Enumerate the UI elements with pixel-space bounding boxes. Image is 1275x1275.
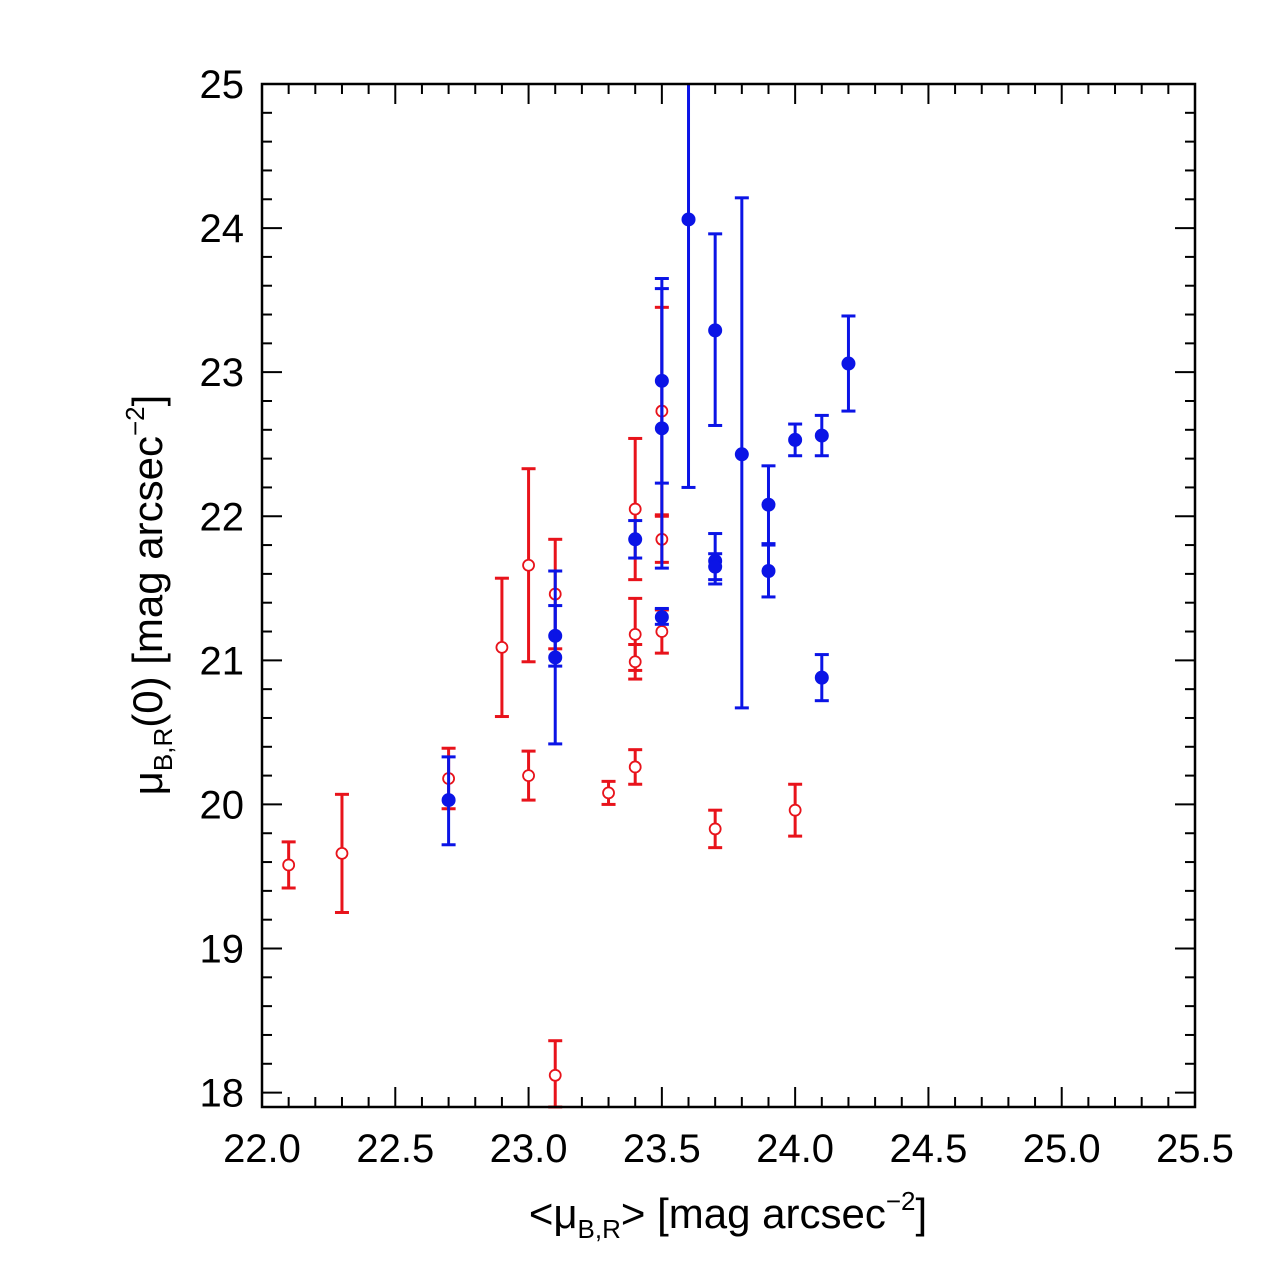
x-axis-label-superscript: −2 bbox=[886, 1186, 916, 1216]
x-tick-label: 23.0 bbox=[490, 1127, 568, 1171]
data-point bbox=[761, 497, 776, 512]
data-point bbox=[708, 822, 722, 836]
data-point bbox=[734, 447, 749, 462]
y-axis-label-mid: (0) [mag arcsec bbox=[124, 436, 171, 728]
y-axis-label-superscript: −2 bbox=[120, 406, 150, 436]
y-tick-label: 24 bbox=[200, 207, 245, 251]
x-axis-label: <μB,R> [mag arcsec−2] bbox=[529, 1186, 927, 1244]
data-point bbox=[708, 559, 723, 574]
x-axis-label-mid: > [mag arcsec bbox=[621, 1190, 886, 1237]
y-tick-label: 18 bbox=[200, 1072, 245, 1116]
data-point bbox=[654, 421, 669, 436]
x-tick-label: 25.0 bbox=[1023, 1127, 1101, 1171]
data-point bbox=[628, 760, 642, 774]
y-tick-label: 20 bbox=[200, 783, 245, 827]
tick-labels: 22.0 22.5 23.0 23.5 24.0 24.5 25.0 25.5 18 19 20 21… bbox=[200, 63, 1234, 1171]
x-axis-label-prefix: <μ bbox=[529, 1190, 578, 1237]
data-point bbox=[628, 532, 643, 547]
data-point bbox=[628, 655, 642, 669]
data-point bbox=[441, 793, 456, 808]
data-point bbox=[654, 610, 669, 625]
data-point bbox=[788, 432, 803, 447]
y-axis-label-suffix: ] bbox=[124, 395, 171, 407]
x-axis-label-suffix: ] bbox=[916, 1190, 928, 1237]
x-tick-label: 24.0 bbox=[756, 1127, 834, 1171]
data-point bbox=[814, 428, 829, 443]
y-tick-label: 23 bbox=[200, 351, 245, 395]
x-tick-label: 22.0 bbox=[223, 1127, 301, 1171]
x-tick-label: 25.5 bbox=[1156, 1127, 1234, 1171]
y-tick-label: 22 bbox=[200, 495, 245, 539]
plot-frame bbox=[260, 82, 1197, 1109]
x-tick-label: 24.5 bbox=[889, 1127, 967, 1171]
data-point bbox=[282, 858, 296, 872]
y-tick-label: 21 bbox=[200, 639, 245, 683]
data-point bbox=[548, 1068, 562, 1082]
data-point bbox=[495, 640, 509, 654]
y-axis-label-subscript: B,R bbox=[148, 728, 178, 771]
series-1 bbox=[441, 84, 856, 847]
data-points bbox=[281, 84, 856, 1109]
data-point bbox=[522, 558, 535, 572]
data-point bbox=[335, 847, 349, 860]
data-point bbox=[548, 650, 563, 665]
y-tick-label: 19 bbox=[200, 928, 245, 972]
data-point bbox=[788, 803, 802, 817]
x-axis-label-subscript: B,R bbox=[578, 1214, 621, 1244]
data-point bbox=[681, 212, 696, 227]
x-tick-label: 22.5 bbox=[356, 1127, 434, 1171]
data-point bbox=[655, 625, 669, 638]
y-axis-label: μB,R(0) [mag arcsec−2] bbox=[120, 395, 178, 796]
data-point bbox=[761, 564, 776, 579]
data-point bbox=[841, 356, 856, 371]
data-point bbox=[814, 670, 829, 685]
data-point bbox=[628, 502, 642, 516]
data-point bbox=[522, 769, 535, 783]
data-point bbox=[628, 628, 642, 641]
x-tick-label: 23.5 bbox=[623, 1127, 701, 1171]
y-axis-label-prefix: μ bbox=[124, 771, 171, 795]
data-point bbox=[602, 786, 615, 800]
data-point bbox=[708, 323, 723, 338]
y-tick-label: 25 bbox=[200, 63, 245, 107]
